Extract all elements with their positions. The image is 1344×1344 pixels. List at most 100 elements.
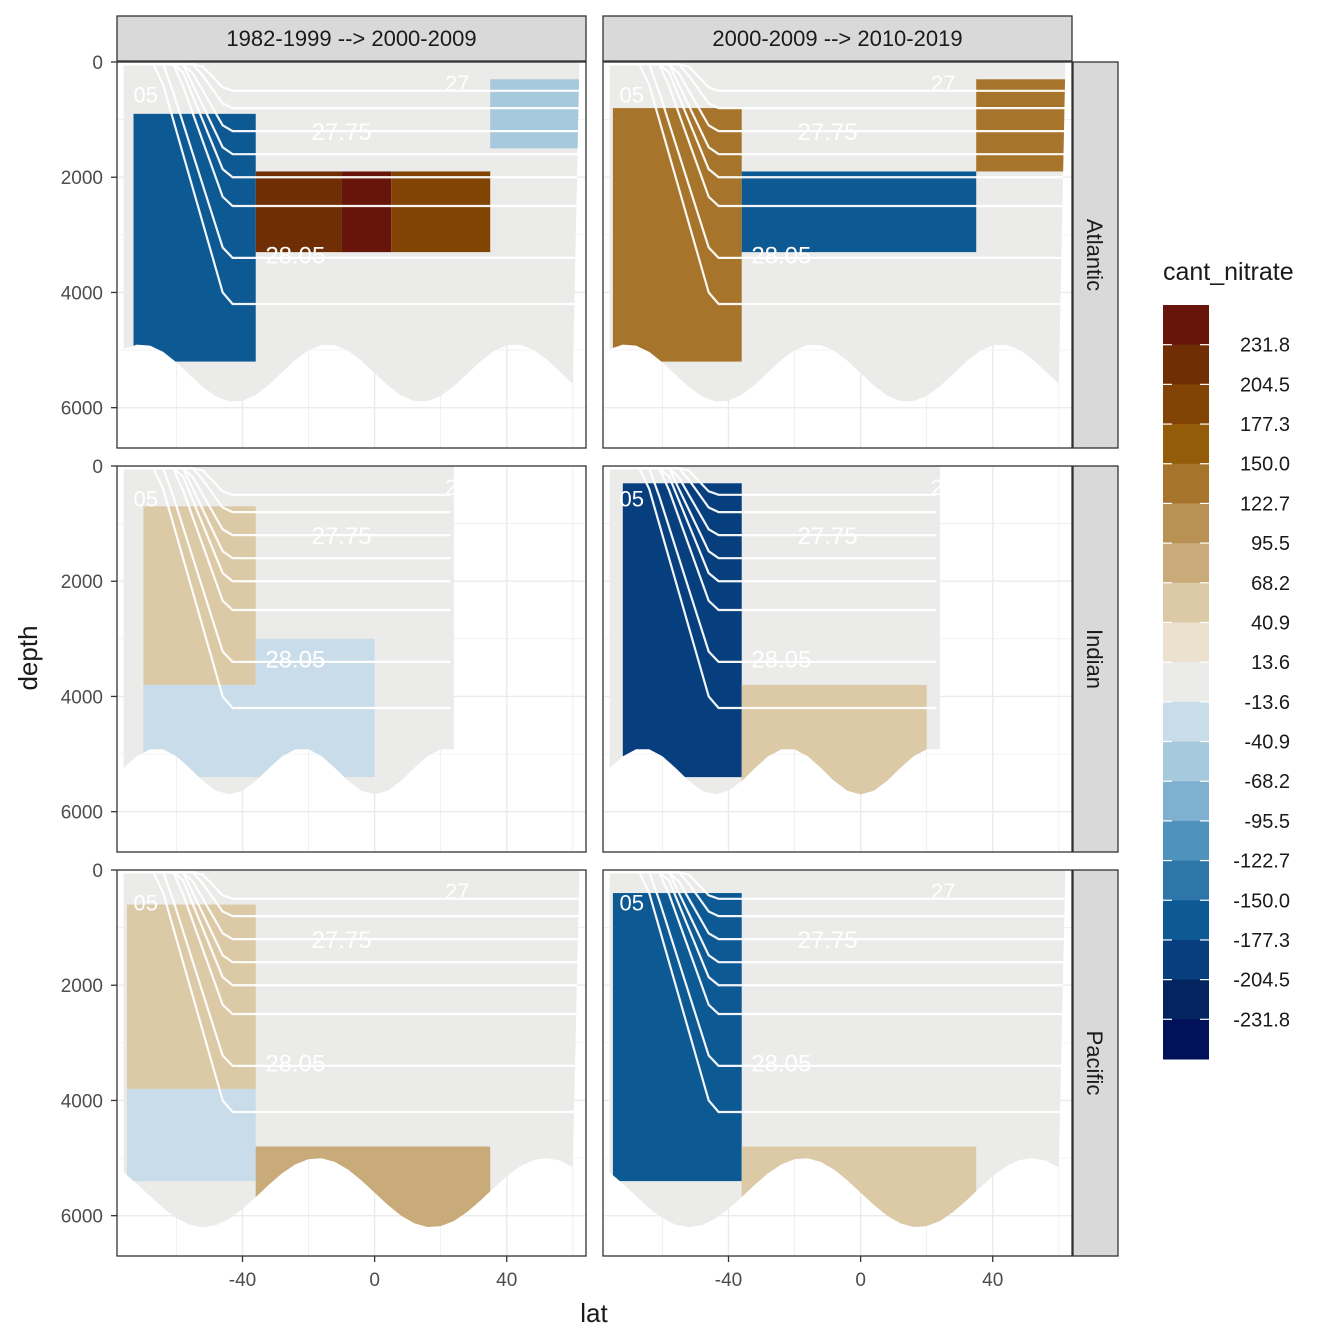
y-axis-title: depth	[13, 625, 43, 690]
x-tick-label: 40	[496, 1270, 517, 1291]
isopycnal-contour	[123, 63, 580, 179]
x-tick-label: 0	[369, 1270, 380, 1291]
isopycnal-contour	[123, 871, 580, 987]
basin-body	[123, 466, 454, 795]
y-tick-label: 0	[92, 861, 103, 882]
y-tick-label: 4000	[61, 1091, 103, 1112]
contour-label-surface: 27	[445, 879, 469, 904]
x-tick-label: -40	[229, 1270, 256, 1291]
isopycnal-contour	[123, 467, 451, 710]
contour-label-lower: 28.05	[265, 1051, 325, 1078]
column-strip	[116, 15, 587, 62]
legend-label: -204.5	[1233, 970, 1290, 992]
legend-label: -150.0	[1233, 890, 1290, 912]
contour-label-lower: 28.05	[751, 1051, 811, 1078]
legend-label: -95.5	[1244, 811, 1290, 833]
isopycnal-contour	[123, 467, 451, 612]
isopycnal-contour	[609, 63, 1066, 92]
isopycnal-contour	[123, 467, 451, 583]
legend-label: 68.2	[1251, 573, 1290, 595]
panel-border	[602, 869, 1073, 1257]
data-cell	[976, 79, 1066, 172]
contour-label-upper: 27.75	[798, 523, 858, 550]
legend-label: -122.7	[1233, 851, 1290, 873]
isopycnal-contour	[609, 467, 937, 583]
data-cell	[341, 171, 392, 253]
contour-label-edge: 05	[134, 486, 158, 511]
column-strip-label: 1982-1999 --> 2000-2009	[226, 26, 476, 51]
isopycnal-contour	[609, 871, 1066, 1114]
y-tick-label: 6000	[61, 399, 103, 420]
basin-body	[123, 62, 580, 402]
isopycnal-contour	[123, 63, 580, 306]
legend-swatch	[1163, 979, 1209, 1020]
isopycnal-contour	[609, 467, 937, 612]
y-tick-label: 2000	[61, 572, 103, 593]
isopycnal-contour	[609, 63, 1066, 306]
contour-label-lower: 28.05	[751, 243, 811, 270]
legend-swatch	[1163, 344, 1209, 385]
column-strip-label: 2000-2009 --> 2010-2019	[712, 26, 962, 51]
isopycnal-contour	[609, 467, 937, 663]
row-strip-label: Atlantic	[1082, 219, 1107, 291]
legend-swatch	[1163, 860, 1209, 901]
legend-label: 204.5	[1240, 374, 1290, 396]
isopycnal-contour	[123, 63, 580, 92]
isopycnal-contour	[609, 63, 1066, 156]
legend-swatch	[1163, 424, 1209, 465]
y-tick-label: 4000	[61, 283, 103, 304]
legend-label: 13.6	[1251, 652, 1290, 674]
panel-border	[602, 61, 1073, 449]
contour-label-lower: 28.05	[265, 243, 325, 270]
legend-label: 150.0	[1240, 454, 1290, 476]
isopycnal-contour	[609, 467, 937, 710]
legend-swatch	[1163, 900, 1209, 941]
isopycnal-contour	[123, 871, 580, 1067]
contour-label-upper: 27.75	[312, 119, 372, 146]
contour-label-edge: 05	[134, 82, 158, 107]
panel-border	[116, 869, 587, 1257]
data-cell	[612, 893, 742, 1182]
contour-label-upper: 27.75	[798, 927, 858, 954]
x-axis-title: lat	[580, 1298, 608, 1328]
data-cell	[490, 79, 580, 149]
isopycnal-contour	[609, 871, 1066, 964]
x-tick-label: 40	[982, 1270, 1003, 1291]
isopycnal-contour	[609, 63, 1066, 133]
legend-swatch	[1163, 384, 1209, 425]
y-tick-label: 6000	[61, 1207, 103, 1228]
legend-label: 95.5	[1251, 533, 1290, 555]
panel-border	[602, 465, 1073, 853]
strips-layer: 1982-1999 --> 2000-2009 2000-2009 --> 201…	[116, 15, 1119, 1257]
legend-label: 40.9	[1251, 612, 1290, 634]
data-cell	[391, 171, 491, 253]
legend-swatch	[1163, 662, 1209, 703]
contour-label-lower: 28.05	[751, 647, 811, 674]
legend-title: cant_nitrate	[1163, 258, 1294, 286]
legend-swatch	[1163, 781, 1209, 822]
axes-layer: 020004000600002000400060000200040006000-…	[61, 53, 1004, 1291]
isopycnal-contour	[609, 871, 1066, 1016]
legend-swatch	[1163, 701, 1209, 743]
contour-label-edge: 05	[134, 890, 158, 915]
isopycnal-contour	[123, 63, 580, 156]
contour-label-upper: 27.75	[312, 523, 372, 550]
panel-atlantic-1: 27.75 28.05 05 27	[116, 61, 587, 449]
panel-border	[116, 61, 587, 449]
isopycnal-contour	[609, 63, 1066, 259]
legend-swatch	[1163, 503, 1209, 544]
legend-label: -231.8	[1233, 1009, 1290, 1031]
legend-swatch	[1163, 582, 1209, 623]
y-tick-label: 2000	[61, 168, 103, 189]
isopycnal-contour	[609, 467, 937, 560]
legend-swatch	[1163, 741, 1209, 782]
legend-swatch	[1163, 622, 1209, 663]
isopycnal-contour	[609, 871, 1066, 1067]
y-tick-label: 6000	[61, 803, 103, 824]
row-strip	[1072, 61, 1119, 449]
panel-pacific-1: 27.75 28.05 05 27	[116, 869, 587, 1257]
row-strip-label: Pacific	[1082, 1031, 1107, 1096]
data-cell	[255, 171, 342, 253]
isopycnal-contour	[609, 63, 1066, 179]
